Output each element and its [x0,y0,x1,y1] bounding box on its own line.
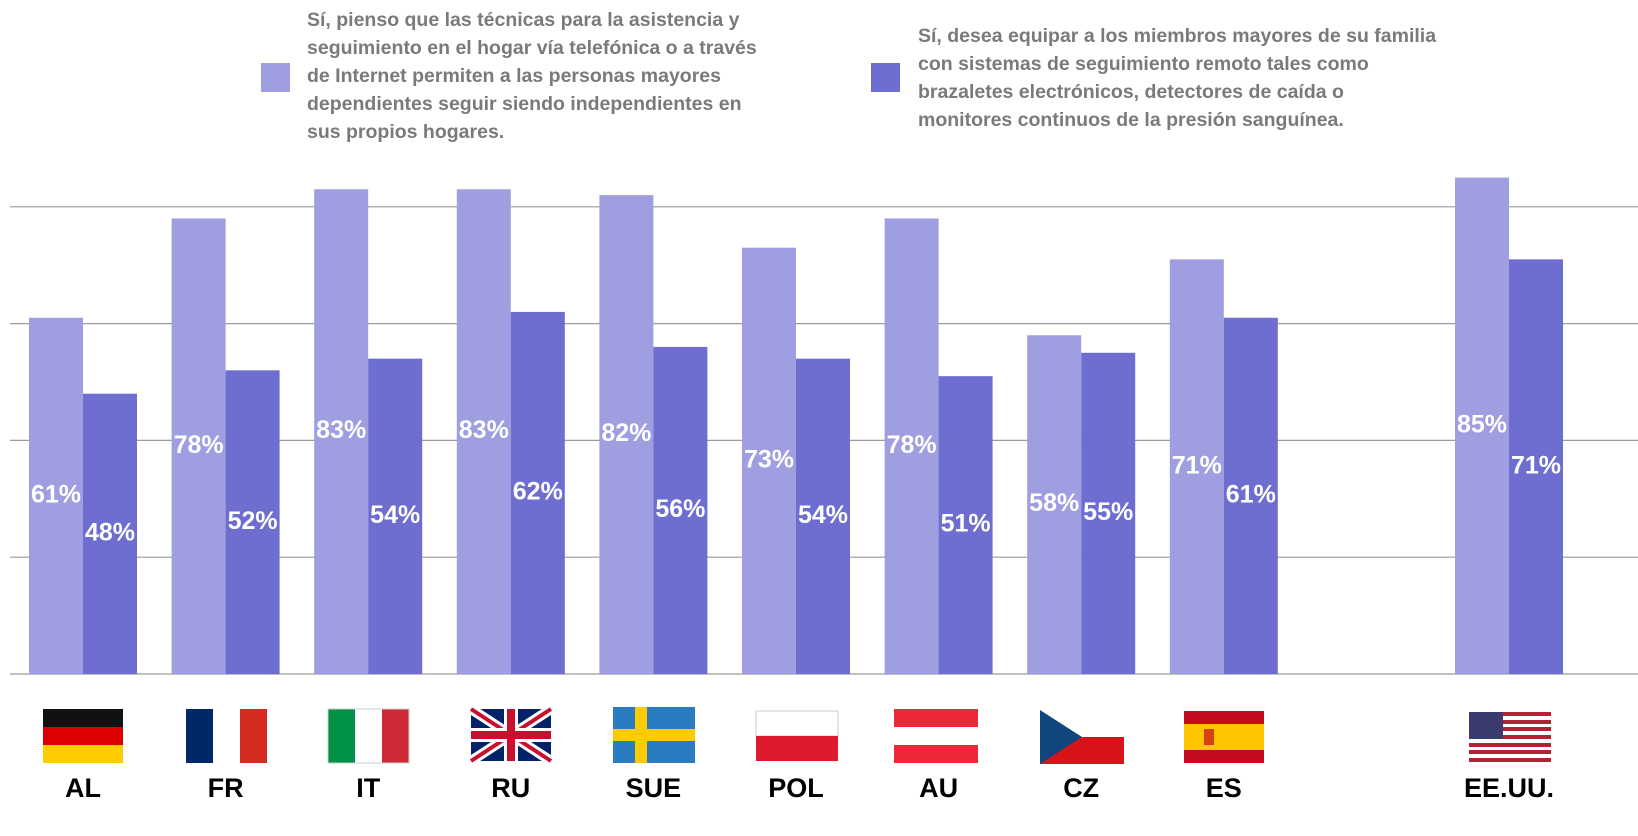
x-tick-label: ES [1206,773,1242,803]
bar [171,218,226,675]
value-label: 51% [941,510,991,538]
value-label: 54% [798,501,848,529]
x-tick-label: IT [356,773,381,803]
value-label: 82% [601,419,651,447]
legend-swatch [871,63,900,92]
bar [83,393,137,674]
bar [1081,352,1136,674]
value-label: 55% [1083,498,1133,526]
flag-es [1184,711,1264,763]
legend-text: Sí, pienso que las técnicas para la asis… [307,9,757,143]
bar [29,317,83,674]
bar [938,376,993,674]
flag-uk [468,704,554,766]
value-label: 48% [85,518,135,546]
bar [1223,317,1278,674]
flag-se [613,707,695,763]
legend-swatch [261,63,290,92]
value-label: 58% [1029,489,1079,517]
flag-fr [186,709,267,763]
x-tick-label: AL [65,773,101,803]
flag-at [894,709,978,763]
flag-de [43,709,123,763]
flag-it [327,708,410,764]
x-tick-label: SUE [626,773,682,803]
value-label: 71% [1172,451,1222,479]
bar [368,358,423,674]
value-label: 61% [31,480,81,508]
x-tick-label: POL [768,773,824,803]
x-tick-label: EE.UU. [1464,773,1554,803]
bar [456,189,511,674]
bar [1455,177,1509,674]
value-label: 62% [513,478,563,506]
flag-pl [755,710,839,761]
bar [225,370,280,674]
bar [796,358,850,674]
x-tick-label: AU [919,773,958,803]
value-label: 83% [316,416,366,444]
value-label: 78% [887,431,937,459]
flags [43,704,1551,766]
legend-text: Sí, desea equipar a los miembros mayores… [918,25,1437,131]
bar [742,247,796,674]
x-tick-label: FR [208,773,244,803]
bar [1509,259,1563,674]
bar [510,311,565,674]
value-label: 78% [174,431,224,459]
bar [1027,335,1082,674]
value-label: 61% [1226,480,1276,508]
value-label: 56% [655,495,705,523]
value-label: 71% [1511,451,1561,479]
value-label: 83% [459,416,509,444]
value-label: 85% [1457,410,1507,438]
bar [599,195,654,674]
bar [884,218,939,675]
value-label: 73% [744,445,794,473]
x-tick-label: RU [491,773,530,803]
value-label: 52% [228,507,278,535]
flag-us [1469,712,1551,762]
flag-cz [1040,710,1124,764]
bar [1169,259,1224,674]
x-tick-label: CZ [1063,773,1099,803]
bar [314,189,369,674]
value-label: 54% [370,501,420,529]
bar [653,346,708,674]
